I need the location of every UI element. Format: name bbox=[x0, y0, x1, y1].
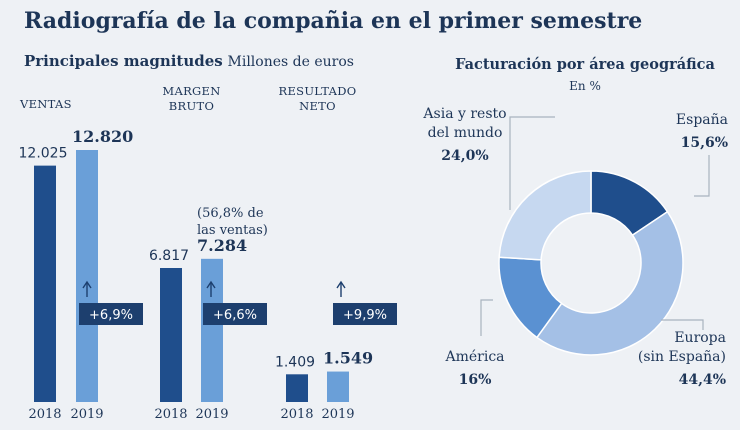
leader-line-3 bbox=[509, 116, 555, 210]
value-label-1-0: 6.817 bbox=[149, 248, 189, 264]
subtitle-bold: Principales magnitudes bbox=[24, 52, 223, 70]
leader-line-1 bbox=[661, 319, 704, 330]
value-label-2-1: 1.549 bbox=[323, 349, 373, 368]
bar-1-2019 bbox=[201, 258, 223, 402]
slice-value-2: 16% bbox=[459, 372, 492, 388]
slice-value-3: 24,0% bbox=[441, 148, 488, 164]
value-label-0-1: 12.820 bbox=[72, 127, 133, 146]
change-label-1: +6,6% bbox=[213, 308, 257, 323]
x-tick-1-0: 2018 bbox=[154, 407, 187, 422]
slice-name-3-1: del mundo bbox=[428, 125, 503, 141]
change-label-2: +9,9% bbox=[343, 308, 387, 323]
slice-name-1-1: (sin España) bbox=[638, 349, 726, 365]
note-1-1: las ventas) bbox=[197, 223, 268, 238]
slice-name-0-0: España bbox=[676, 112, 728, 128]
x-tick-0-0: 2018 bbox=[28, 407, 61, 422]
leader-line-2 bbox=[480, 299, 493, 336]
change-arrowhead-1 bbox=[206, 280, 216, 289]
leader-line-0 bbox=[694, 155, 710, 197]
pie-subtitle: En % bbox=[569, 79, 601, 93]
change-box-1 bbox=[203, 303, 267, 325]
slice-1 bbox=[535, 210, 684, 356]
bar-2-2019 bbox=[327, 371, 349, 402]
bar-0-2018 bbox=[34, 165, 56, 402]
slice-value-0: 15,6% bbox=[681, 135, 728, 151]
change-label-0: +6,9% bbox=[89, 308, 133, 323]
value-label-0-0: 12.025 bbox=[19, 146, 68, 162]
slice-3 bbox=[498, 170, 592, 261]
change-box-2 bbox=[333, 303, 397, 325]
group-label-2-0: RESULTADO bbox=[278, 84, 356, 98]
group-label-0-0: VENTAS bbox=[19, 97, 72, 111]
value-label-2-0: 1.409 bbox=[275, 354, 315, 370]
subtitle-unit: Millones de euros bbox=[227, 54, 354, 70]
slice-value-1: 44,4% bbox=[679, 372, 726, 388]
group-label-1-1: BRUTO bbox=[169, 99, 214, 113]
page-title: Radiografía de la compañia en el primer … bbox=[24, 8, 643, 34]
slice-name-3-0: Asia y resto bbox=[422, 106, 506, 122]
note-1-0: (56,8% de bbox=[197, 206, 264, 221]
group-label-1-0: MARGEN bbox=[162, 84, 220, 98]
x-tick-2-0: 2018 bbox=[280, 407, 313, 422]
change-box-0 bbox=[79, 303, 143, 325]
bar-charts: VENTAS 2018 12.025 2019 12.820 +6,9% MARGENBRU… bbox=[19, 84, 397, 422]
slice-name-1-0: Europa bbox=[674, 330, 726, 346]
x-tick-2-1: 2019 bbox=[321, 407, 354, 422]
pie-title: Facturación por área geográfica bbox=[455, 56, 715, 73]
bar-2-2018 bbox=[286, 374, 308, 402]
group-label-2-1: NETO bbox=[299, 99, 336, 113]
x-tick-1-1: 2019 bbox=[195, 407, 228, 422]
value-label-1-1: 7.284 bbox=[197, 236, 247, 255]
x-tick-0-1: 2019 bbox=[70, 407, 103, 422]
slice-name-2-0: América bbox=[444, 349, 504, 365]
bar-0-2019 bbox=[76, 150, 98, 402]
change-arrowhead-0 bbox=[82, 280, 92, 289]
bar-section-subtitle: Principales magnitudes Millones de euros bbox=[24, 52, 354, 70]
bar-1-2018 bbox=[160, 267, 182, 402]
change-arrowhead-2 bbox=[336, 280, 346, 289]
